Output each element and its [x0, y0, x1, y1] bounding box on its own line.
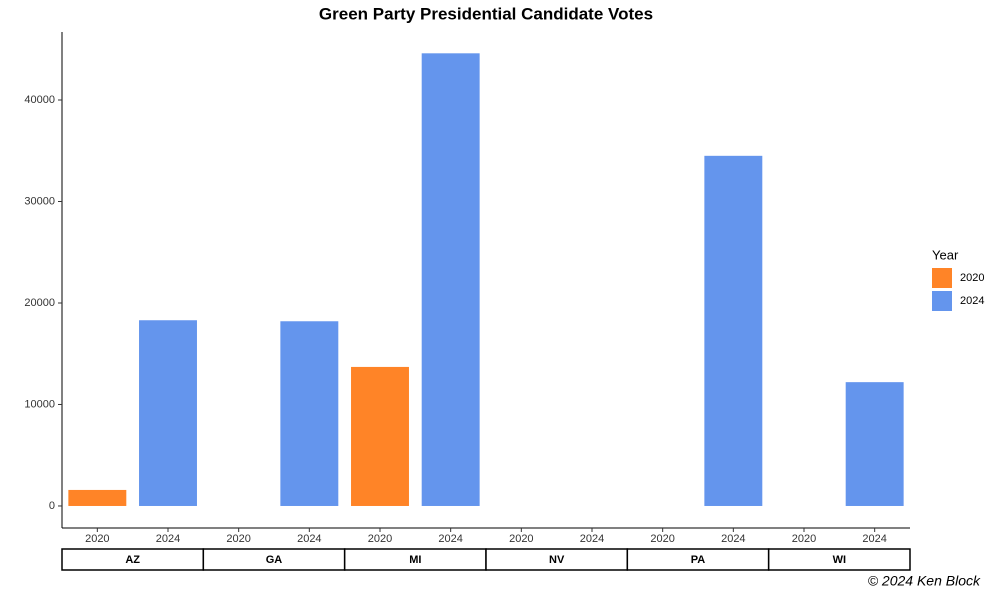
x-tick-label: 2024: [297, 533, 321, 545]
caption: © 2024 Ken Block: [868, 573, 981, 589]
strip-label: GA: [266, 554, 283, 566]
y-tick-label: 20000: [24, 297, 55, 309]
strip: [767, 548, 911, 571]
bar: [139, 320, 197, 506]
x-tick-label: 2024: [580, 533, 604, 545]
x-tick-label: 2020: [509, 533, 533, 545]
x-tick-label: 2024: [156, 533, 180, 545]
strip-label: MI: [409, 554, 421, 566]
strip-label: NV: [549, 554, 565, 566]
y-tick-label: 40000: [24, 94, 55, 106]
bar: [280, 321, 339, 506]
bar: [421, 53, 480, 506]
bar: [351, 366, 409, 506]
x-tick-label: 2024: [721, 533, 745, 545]
x-tick-label: 2020: [650, 533, 674, 545]
strip-label: WI: [833, 554, 846, 566]
legend-title: Year: [932, 247, 959, 262]
bar: [845, 382, 904, 506]
x-tick-label: 2020: [792, 533, 816, 545]
legend-label: 2020: [960, 272, 984, 284]
x-tick-label: 2024: [862, 533, 886, 545]
legend-label: 2024: [960, 295, 984, 307]
bar: [704, 155, 763, 506]
x-tick-label: 2020: [368, 533, 392, 545]
legend-swatch: [932, 291, 952, 311]
y-tick-label: 0: [49, 500, 55, 512]
strip-label: PA: [691, 554, 706, 566]
strip-label: AZ: [125, 554, 140, 566]
x-tick-label: 2020: [226, 533, 250, 545]
x-tick-label: 2020: [85, 533, 109, 545]
y-tick-label: 30000: [24, 195, 55, 207]
x-tick-label: 2024: [438, 533, 462, 545]
chart-title: Green Party Presidential Candidate Votes: [319, 4, 653, 23]
legend-swatch: [932, 268, 952, 288]
y-tick-label: 10000: [24, 398, 55, 410]
bar: [68, 489, 127, 506]
